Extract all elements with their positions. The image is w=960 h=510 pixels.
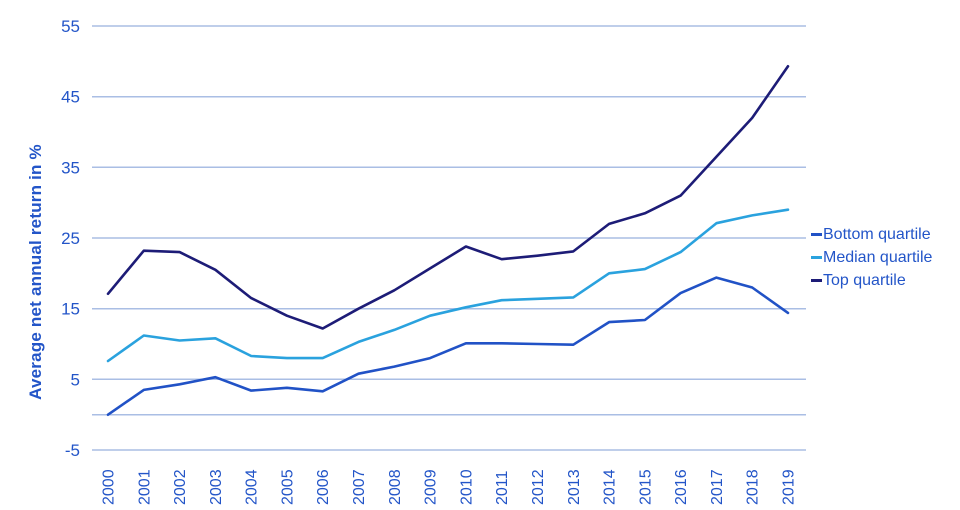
legend-dash-icon	[811, 279, 822, 282]
legend-item-median-quartile: Median quartile	[811, 246, 932, 269]
x-tick-label: 2019	[781, 469, 798, 505]
legend-label: Top quartile	[823, 271, 906, 289]
y-tick-label: 35	[61, 158, 80, 177]
x-tick-label: 2014	[602, 469, 619, 505]
x-tick-label: 2010	[458, 469, 475, 505]
chart-legend: Bottom quartile Median quartile Top quarti…	[811, 223, 932, 292]
x-tick-label: 2008	[387, 469, 404, 505]
x-tick-label: 2006	[315, 469, 332, 505]
x-tick-label: 2001	[136, 469, 153, 505]
y-tick-label: 15	[61, 300, 80, 319]
legend-item-bottom-quartile: Bottom quartile	[811, 223, 932, 246]
legend-label: Median quartile	[823, 248, 933, 266]
x-tick-label: 2004	[244, 469, 261, 505]
x-tick-label: 2015	[637, 469, 654, 505]
y-tick-label: 55	[61, 17, 80, 36]
x-tick-label: 2007	[351, 469, 368, 505]
x-tick-label: 2013	[566, 469, 583, 505]
x-tick-label: 2011	[494, 470, 511, 505]
x-tick-label: 2000	[101, 469, 118, 505]
x-tick-label: 2017	[709, 469, 726, 505]
x-tick-label: 2003	[208, 469, 225, 505]
legend-item-top-quartile: Top quartile	[811, 269, 932, 292]
x-tick-label: 2016	[673, 469, 690, 505]
x-tick-label: 2009	[423, 469, 440, 505]
legend-dash-icon	[811, 256, 822, 259]
x-tick-label: 2012	[530, 469, 547, 505]
y-tick-label: 45	[61, 88, 80, 107]
legend-label: Bottom quartile	[823, 225, 931, 243]
legend-dash-icon	[811, 233, 822, 236]
y-tick-label: 25	[61, 229, 80, 248]
y-tick-label: -5	[65, 441, 80, 460]
x-tick-label: 2005	[279, 469, 296, 505]
series-line-median-quartile	[106, 208, 790, 363]
x-tick-label: 2018	[745, 469, 762, 505]
y-tick-label: 5	[71, 370, 80, 389]
series-line-top-quartile	[106, 65, 790, 330]
series-line-bottom-quartile	[106, 276, 790, 417]
x-tick-label: 2002	[172, 469, 189, 505]
